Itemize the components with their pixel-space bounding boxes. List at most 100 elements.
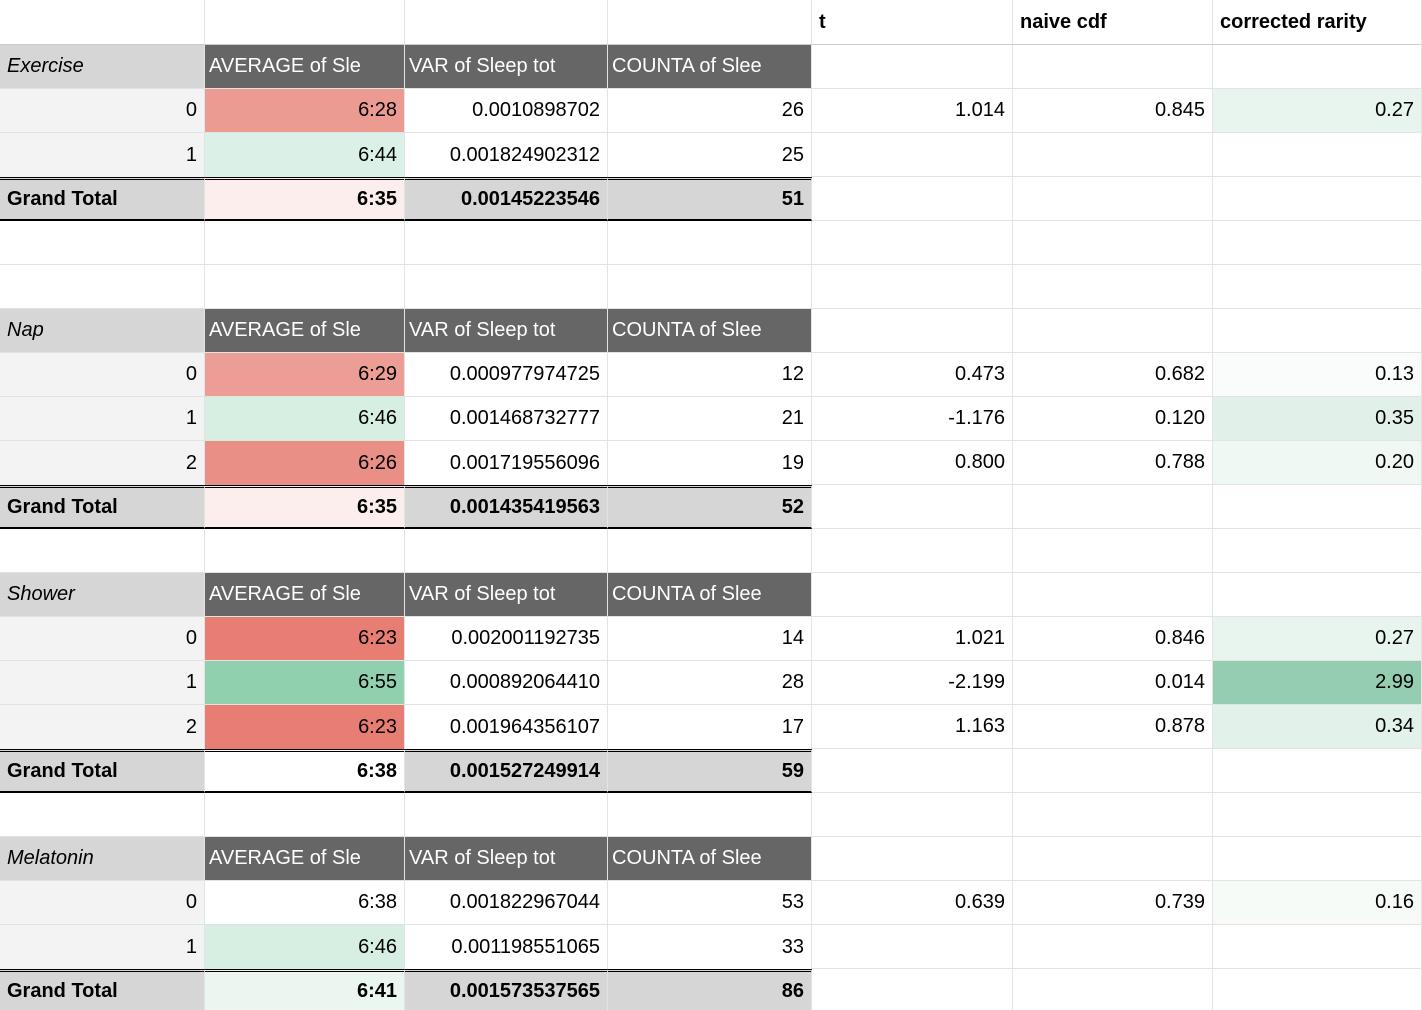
- empty-cell[interactable]: [812, 925, 1013, 969]
- corrected-rarity-cell[interactable]: 0.34: [1213, 705, 1422, 749]
- empty-cell[interactable]: [205, 793, 405, 837]
- variance-cell[interactable]: 0.002001192735: [405, 617, 608, 661]
- empty-cell[interactable]: [1213, 221, 1422, 265]
- count-cell[interactable]: 53: [608, 881, 812, 925]
- stat-column-header[interactable]: t: [812, 0, 1013, 45]
- grand-total-label[interactable]: Grand Total: [0, 177, 205, 221]
- average-cell[interactable]: 6:28: [205, 89, 405, 133]
- t-stat-cell[interactable]: 1.021: [812, 617, 1013, 661]
- row-label-cell[interactable]: 1: [0, 661, 205, 705]
- empty-cell[interactable]: [812, 221, 1013, 265]
- empty-cell[interactable]: [0, 793, 205, 837]
- empty-cell[interactable]: [1213, 529, 1422, 573]
- corrected-rarity-cell[interactable]: 0.16: [1213, 881, 1422, 925]
- empty-cell[interactable]: [1213, 133, 1422, 177]
- grand-total-count-cell[interactable]: 86: [608, 969, 812, 1010]
- t-stat-cell[interactable]: 0.800: [812, 441, 1013, 485]
- average-cell[interactable]: 6:38: [205, 881, 405, 925]
- empty-cell[interactable]: [812, 529, 1013, 573]
- count-cell[interactable]: 26: [608, 89, 812, 133]
- empty-cell[interactable]: [1213, 177, 1422, 221]
- variance-cell[interactable]: 0.001964356107: [405, 705, 608, 749]
- row-label-cell[interactable]: 1: [0, 397, 205, 441]
- row-label-cell[interactable]: 0: [0, 89, 205, 133]
- grand-total-count-cell[interactable]: 59: [608, 749, 812, 793]
- grand-total-variance-cell[interactable]: 0.001573537565: [405, 969, 608, 1010]
- average-cell[interactable]: 6:44: [205, 133, 405, 177]
- empty-cell[interactable]: [1013, 309, 1213, 353]
- empty-cell[interactable]: [205, 0, 405, 45]
- pivot-table-title[interactable]: Nap: [0, 309, 205, 353]
- empty-cell[interactable]: [0, 265, 205, 309]
- empty-cell[interactable]: [1013, 485, 1213, 529]
- corrected-rarity-cell[interactable]: 0.35: [1213, 397, 1422, 441]
- corrected-rarity-cell[interactable]: 0.20: [1213, 441, 1422, 485]
- average-cell[interactable]: 6:29: [205, 353, 405, 397]
- average-cell[interactable]: 6:55: [205, 661, 405, 705]
- variance-cell[interactable]: 0.001719556096: [405, 441, 608, 485]
- empty-cell[interactable]: [812, 45, 1013, 89]
- variance-cell[interactable]: 0.001824902312: [405, 133, 608, 177]
- grand-total-average-cell[interactable]: 6:38: [205, 749, 405, 793]
- empty-cell[interactable]: [812, 969, 1013, 1010]
- grand-total-count-cell[interactable]: 51: [608, 177, 812, 221]
- pivot-column-header[interactable]: AVERAGE of Sle: [205, 573, 405, 617]
- row-label-cell[interactable]: 0: [0, 881, 205, 925]
- empty-cell[interactable]: [1013, 573, 1213, 617]
- variance-cell[interactable]: 0.0010898702: [405, 89, 608, 133]
- count-cell[interactable]: 28: [608, 661, 812, 705]
- variance-cell[interactable]: 0.001468732777: [405, 397, 608, 441]
- pivot-column-header[interactable]: COUNTA of Slee: [608, 573, 812, 617]
- count-cell[interactable]: 25: [608, 133, 812, 177]
- empty-cell[interactable]: [1013, 925, 1213, 969]
- pivot-column-header[interactable]: AVERAGE of Sle: [205, 837, 405, 881]
- row-label-cell[interactable]: 2: [0, 705, 205, 749]
- empty-cell[interactable]: [608, 793, 812, 837]
- empty-cell[interactable]: [608, 0, 812, 45]
- empty-cell[interactable]: [1213, 265, 1422, 309]
- stat-column-header[interactable]: naive cdf: [1013, 0, 1213, 45]
- empty-cell[interactable]: [608, 529, 812, 573]
- empty-cell[interactable]: [1013, 265, 1213, 309]
- grand-total-average-cell[interactable]: 6:41: [205, 969, 405, 1010]
- empty-cell[interactable]: [608, 221, 812, 265]
- empty-cell[interactable]: [1013, 793, 1213, 837]
- average-cell[interactable]: 6:23: [205, 705, 405, 749]
- empty-cell[interactable]: [812, 309, 1013, 353]
- empty-cell[interactable]: [205, 265, 405, 309]
- empty-cell[interactable]: [1013, 45, 1213, 89]
- empty-cell[interactable]: [0, 0, 205, 45]
- empty-cell[interactable]: [812, 485, 1013, 529]
- corrected-rarity-cell[interactable]: 2.99: [1213, 661, 1422, 705]
- grand-total-label[interactable]: Grand Total: [0, 749, 205, 793]
- corrected-rarity-cell[interactable]: 0.27: [1213, 89, 1422, 133]
- pivot-column-header[interactable]: VAR of Sleep tot: [405, 573, 608, 617]
- count-cell[interactable]: 14: [608, 617, 812, 661]
- empty-cell[interactable]: [812, 573, 1013, 617]
- naive-cdf-cell[interactable]: 0.739: [1013, 881, 1213, 925]
- t-stat-cell[interactable]: -1.176: [812, 397, 1013, 441]
- count-cell[interactable]: 21: [608, 397, 812, 441]
- empty-cell[interactable]: [812, 837, 1013, 881]
- count-cell[interactable]: 17: [608, 705, 812, 749]
- empty-cell[interactable]: [608, 265, 812, 309]
- row-label-cell[interactable]: 0: [0, 617, 205, 661]
- pivot-column-header[interactable]: VAR of Sleep tot: [405, 45, 608, 89]
- empty-cell[interactable]: [0, 221, 205, 265]
- empty-cell[interactable]: [1213, 749, 1422, 793]
- empty-cell[interactable]: [1213, 45, 1422, 89]
- pivot-column-header[interactable]: VAR of Sleep tot: [405, 309, 608, 353]
- average-cell[interactable]: 6:26: [205, 441, 405, 485]
- empty-cell[interactable]: [405, 265, 608, 309]
- pivot-table-title[interactable]: Shower: [0, 573, 205, 617]
- empty-cell[interactable]: [1013, 529, 1213, 573]
- grand-total-variance-cell[interactable]: 0.001527249914: [405, 749, 608, 793]
- grand-total-average-cell[interactable]: 6:35: [205, 177, 405, 221]
- empty-cell[interactable]: [1013, 837, 1213, 881]
- t-stat-cell[interactable]: 1.163: [812, 705, 1013, 749]
- average-cell[interactable]: 6:23: [205, 617, 405, 661]
- row-label-cell[interactable]: 0: [0, 353, 205, 397]
- row-label-cell[interactable]: 1: [0, 925, 205, 969]
- empty-cell[interactable]: [405, 793, 608, 837]
- empty-cell[interactable]: [1013, 749, 1213, 793]
